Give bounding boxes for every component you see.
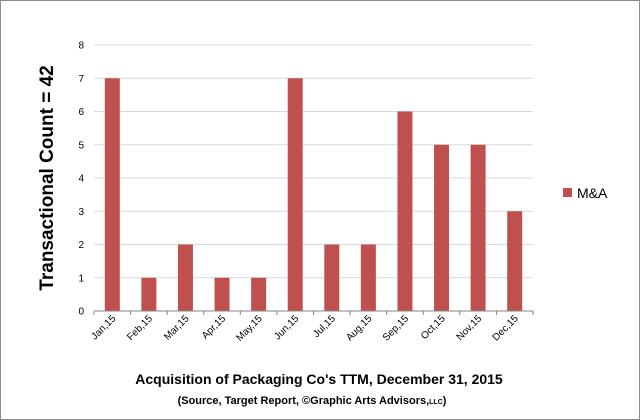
y-tick-label: 0 (78, 307, 84, 318)
x-tick-label: Jun,15 (272, 313, 301, 342)
bar-jun-15 (287, 78, 303, 311)
y-tick-label: 5 (78, 140, 84, 151)
x-tick-label: Jan,15 (89, 313, 118, 342)
bar-jul-15 (324, 244, 340, 311)
x-axis-label: Acquisition of Packaging Co's TTM, Decem… (135, 371, 503, 387)
bar-mar-15 (177, 244, 193, 311)
y-tick-label: 4 (78, 174, 84, 185)
x-tick-label: Jul,15 (311, 313, 338, 340)
bar-apr-15 (214, 277, 230, 311)
bar-aug-15 (360, 244, 376, 311)
bar-oct-15 (434, 144, 450, 311)
y-tick-label: 6 (78, 107, 84, 118)
bar-sep-15 (397, 111, 413, 311)
bar-jan-15 (104, 78, 120, 311)
source-note-suffix: LLC (429, 399, 443, 406)
source-note: (Source, Target Report, ©Graphic Arts Ad… (178, 395, 447, 407)
x-tick-label: May,15 (234, 313, 265, 344)
y-tick-labels: 0 1 2 3 4 5 6 7 8 (78, 41, 84, 318)
bars (104, 78, 523, 311)
y-tick-label: 7 (78, 74, 84, 85)
y-tick-label: 8 (78, 41, 84, 52)
legend-label: M&A (577, 185, 608, 201)
gridlines (94, 44, 533, 279)
y-tick-label: 2 (78, 240, 84, 251)
x-tick-label: Apr,15 (200, 313, 229, 342)
y-tick-label: 1 (78, 273, 84, 284)
x-tick-label: Dec,15 (491, 313, 521, 343)
bar-nov-15 (470, 144, 486, 311)
x-tick-label: Nov,15 (455, 313, 485, 343)
x-tick-label: Feb,15 (125, 313, 155, 343)
x-tick-label: Aug,15 (344, 313, 374, 343)
source-note-close: ) (443, 395, 447, 407)
bar-dec-15 (507, 211, 523, 311)
x-tick-labels: Jan,15 Feb,15 Mar,15 Apr,15 May,15 Jun,15 Jul,… (89, 311, 534, 344)
legend: M&A (563, 185, 608, 201)
source-note-main: (Source, Target Report, ©Graphic Arts Ad… (178, 395, 430, 407)
x-tick-label: Mar,15 (162, 313, 192, 343)
x-tick-label: Sep,15 (381, 313, 411, 343)
bar-feb-15 (141, 277, 157, 311)
x-tick-label: Oct,15 (419, 313, 448, 342)
y-axis-label: Transactional Count = 42 (37, 65, 58, 290)
bar-may-15 (251, 277, 267, 311)
legend-swatch (563, 188, 572, 197)
y-tick-label: 3 (78, 207, 84, 218)
